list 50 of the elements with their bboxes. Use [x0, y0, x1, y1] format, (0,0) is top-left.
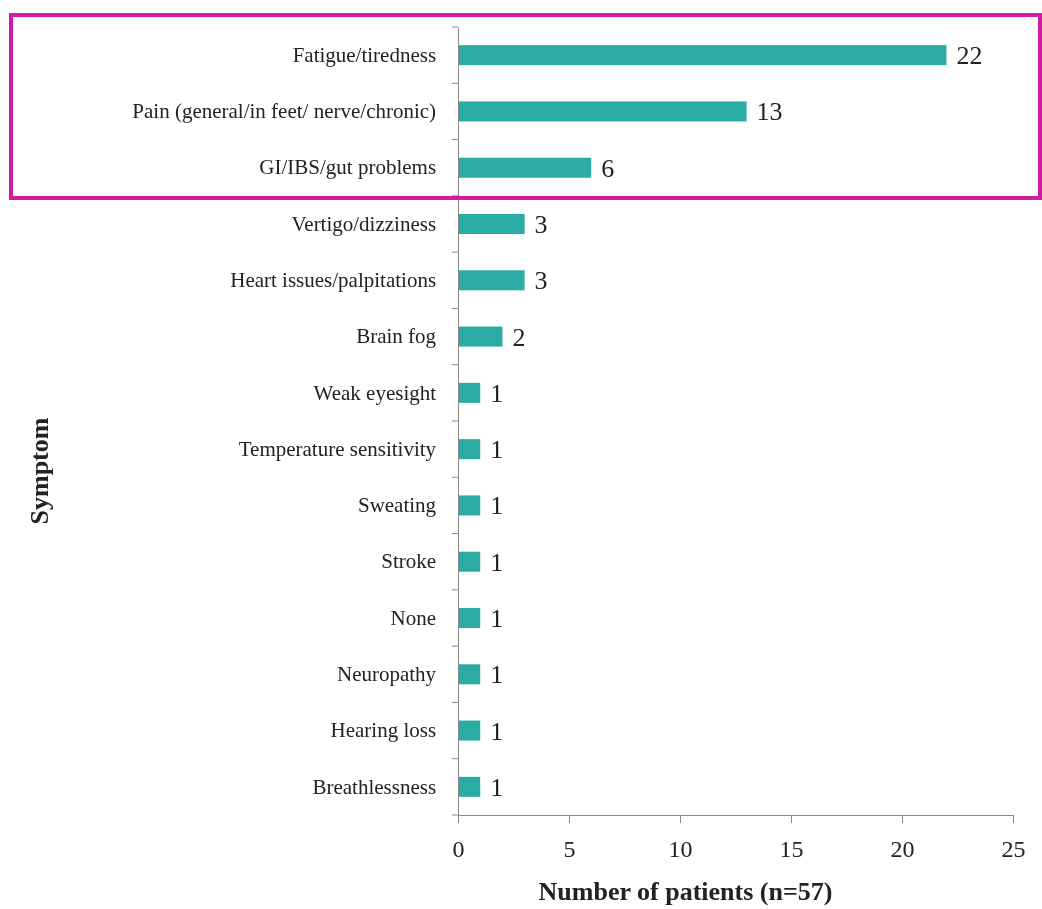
data-label: 1	[490, 435, 504, 465]
data-label: 1	[490, 491, 504, 521]
y-tick-label: Hearing loss	[330, 718, 437, 743]
bar	[458, 270, 525, 291]
y-tick-label: Temperature sensitivity	[238, 436, 437, 461]
data-label: 6	[601, 153, 615, 183]
y-tick-label: Heart issues/palpitations	[230, 268, 437, 293]
data-label: 22	[956, 41, 983, 71]
x-tick-label: 20	[890, 836, 915, 863]
bar	[458, 45, 947, 66]
x-tick-label: 10	[668, 836, 693, 863]
y-tick-label: GI/IBS/gut problems	[259, 155, 437, 180]
y-tick-label: Neuropathy	[336, 662, 437, 687]
y-tick-label: Vertigo/dizziness	[291, 211, 437, 236]
data-label: 3	[534, 266, 548, 296]
data-label: 2	[512, 322, 526, 352]
y-axis-title: Symptom	[25, 417, 54, 525]
x-axis-title: Number of patients (n=57)	[538, 877, 833, 906]
data-label: 13	[756, 97, 783, 127]
x-tick-label: 0	[452, 836, 465, 863]
bar	[458, 720, 481, 741]
y-tick-label: Breathlessness	[312, 774, 437, 799]
data-label: 3	[534, 210, 548, 239]
bar	[458, 214, 525, 234]
y-tick-label: Brain fog	[356, 324, 437, 349]
y-tick-label: Stroke	[381, 549, 437, 574]
bar	[458, 551, 481, 572]
bar	[458, 101, 747, 122]
bar	[458, 326, 503, 347]
y-tick-label: Weak eyesight	[313, 380, 437, 405]
bar	[458, 439, 481, 460]
y-tick-label: Sweating	[357, 493, 437, 518]
bar	[458, 382, 481, 403]
y-tick-label: Fatigue/tiredness	[292, 42, 437, 67]
bar	[458, 664, 481, 685]
data-label: 1	[490, 716, 504, 746]
data-label: 1	[490, 772, 504, 802]
bar	[458, 157, 592, 178]
y-tick-label: Pain (general/in feet/ nerve/chronic)	[132, 99, 437, 124]
x-tick-label: 25	[1001, 836, 1026, 863]
x-tick-label: 15	[779, 836, 804, 863]
y-tick-label: None	[390, 605, 437, 630]
data-label: 1	[490, 547, 504, 577]
data-label: 1	[490, 660, 504, 690]
bar	[458, 608, 481, 628]
bar	[458, 776, 481, 797]
x-tick-label: 5	[563, 836, 576, 863]
data-label: 1	[490, 378, 504, 408]
bar	[458, 495, 481, 516]
data-label: 1	[490, 604, 504, 633]
